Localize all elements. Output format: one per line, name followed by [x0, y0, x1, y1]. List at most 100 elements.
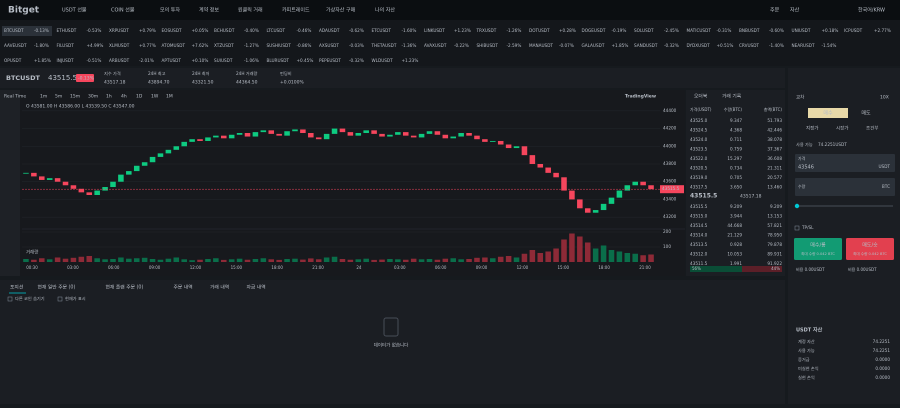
- volume-bar: [102, 259, 108, 262]
- interval[interactable]: 5m: [55, 94, 62, 100]
- ticker-symbol[interactable]: ETCUSDT: [372, 28, 392, 33]
- bottom-tab[interactable]: 주문 내역: [174, 284, 193, 291]
- ratio-buy: [690, 266, 742, 272]
- order-type[interactable]: 조건부: [866, 125, 878, 132]
- buy-tab[interactable]: [808, 108, 848, 118]
- ticker-symbol[interactable]: INJUSDT: [57, 58, 75, 63]
- ticker-symbol[interactable]: XRPUSDT: [109, 28, 129, 33]
- bottom-tab[interactable]: 자금 내역: [247, 284, 266, 291]
- ticker-symbol[interactable]: LINKUSDT: [424, 28, 445, 33]
- ticker-symbol[interactable]: BCHUSDT: [214, 28, 235, 33]
- ticker-symbol[interactable]: AVAXUSDT: [424, 43, 447, 48]
- nav-item[interactable]: 원클릭 거래: [238, 7, 263, 14]
- ticker-symbol[interactable]: BNBUSDT: [739, 28, 760, 33]
- ticker-symbol[interactable]: DYDXUSDT: [687, 43, 711, 48]
- ticker-change: -0.86%: [297, 43, 312, 48]
- nav-right[interactable]: 한국어/KRW: [858, 7, 885, 14]
- order-type[interactable]: 지정가: [806, 125, 818, 132]
- interval[interactable]: 1D: [136, 94, 143, 100]
- ticker-symbol[interactable]: TRXUSDT: [476, 28, 497, 33]
- bottom-tab[interactable]: 현재 일반 주문 (0): [38, 284, 76, 291]
- ticker-symbol[interactable]: SHIBUSDT: [477, 43, 499, 48]
- ticker-symbol[interactable]: BLURUSDT: [267, 58, 290, 63]
- qty-input[interactable]: [795, 178, 895, 196]
- volume-bar: [300, 259, 306, 262]
- tpsl-check[interactable]: [794, 225, 800, 231]
- ticker-symbol[interactable]: ARBUSDT: [109, 58, 130, 63]
- leverage[interactable]: 10X: [880, 95, 889, 101]
- sell-tab-label[interactable]: 매도: [861, 110, 871, 117]
- buy-tab-label[interactable]: 매수: [823, 110, 833, 117]
- nav-right[interactable]: 자산: [790, 7, 800, 14]
- ticker-symbol[interactable]: NEARUSDT: [792, 43, 815, 48]
- ticker-symbol[interactable]: MANAUSDT: [529, 43, 553, 48]
- ticker-symbol[interactable]: OPUSDT: [4, 58, 22, 63]
- ticker-symbol[interactable]: AAVEUSDT: [4, 43, 27, 48]
- price-input[interactable]: [795, 154, 895, 172]
- ticker-symbol[interactable]: WLDUSDT: [372, 58, 394, 63]
- ticker-symbol[interactable]: XTZUSDT: [214, 43, 234, 48]
- ticker-symbol[interactable]: FILUSDT: [57, 43, 75, 48]
- sell-button[interactable]: [846, 238, 894, 260]
- bottom-tab[interactable]: 거래 내역: [210, 284, 229, 291]
- interval[interactable]: 30m: [88, 94, 98, 100]
- order-type[interactable]: 시장가: [836, 125, 848, 132]
- ticker-symbol[interactable]: SUSHIUSDT: [267, 43, 292, 48]
- interval[interactable]: 1W: [151, 94, 159, 100]
- orderbook-tab[interactable]: 거래 기록: [722, 93, 742, 100]
- interval[interactable]: Real Time: [4, 94, 26, 100]
- ticker-symbol[interactable]: LTCUSDT: [267, 28, 286, 33]
- buy-button-label[interactable]: 매수/롱: [810, 242, 826, 249]
- ticker-symbol[interactable]: BTCUSDT: [4, 28, 24, 33]
- interval[interactable]: 1h: [106, 94, 112, 100]
- sell-button-label[interactable]: 매도/숏: [862, 242, 878, 249]
- logo[interactable]: Bitget: [8, 6, 40, 16]
- ticker-symbol[interactable]: APTUSDT: [162, 58, 182, 63]
- ticker-symbol[interactable]: SANDUSDT: [634, 43, 658, 48]
- nav-right[interactable]: 주문: [770, 8, 780, 14]
- nav-item[interactable]: 카피트레이드: [282, 7, 310, 14]
- interval[interactable]: 4h: [121, 94, 127, 100]
- margin-mode[interactable]: 교차: [796, 94, 805, 101]
- ticker-symbol[interactable]: MATICUSDT: [687, 28, 712, 33]
- bottom-tab[interactable]: 현재 플랜 주문 (0): [106, 284, 144, 291]
- ticker-symbol[interactable]: THETAUSDT: [371, 43, 397, 48]
- ticker-symbol[interactable]: XLMUSDT: [109, 43, 130, 48]
- interval[interactable]: 15m: [70, 94, 80, 100]
- ticker-symbol[interactable]: ETHUSDT: [57, 28, 77, 33]
- ticker-symbol[interactable]: ATOMUSDT: [162, 43, 186, 48]
- ticker-symbol[interactable]: PEPEUSDT: [319, 58, 341, 63]
- nav-item[interactable]: 계약 정보: [199, 7, 219, 14]
- nav-item[interactable]: 나의 자산: [375, 7, 395, 14]
- interval[interactable]: 1m: [40, 94, 47, 100]
- ticker-symbol[interactable]: DOTUSDT: [529, 28, 550, 33]
- buy-button[interactable]: [794, 238, 842, 260]
- ticker-symbol[interactable]: EOSUSDT: [162, 28, 183, 33]
- ticker-symbol[interactable]: UNIUSDT: [792, 28, 811, 33]
- slider-knob[interactable]: [794, 203, 800, 209]
- interval[interactable]: 1M: [166, 94, 173, 100]
- nav-item[interactable]: 가상자산 구매: [326, 7, 356, 14]
- view-button[interactable]: TradingView: [625, 94, 656, 100]
- bottom-tab[interactable]: 포지션: [10, 284, 23, 291]
- ticker-symbol[interactable]: GALAUSDT: [582, 43, 605, 48]
- ticker-symbol[interactable]: DOGEUSDT: [582, 28, 606, 33]
- filter-check[interactable]: [57, 296, 63, 302]
- filter-check[interactable]: [7, 296, 13, 302]
- ticker-symbol[interactable]: ICPUSDT: [844, 28, 863, 33]
- volume-bar: [118, 257, 124, 262]
- ticker-symbol[interactable]: CRVUSDT: [739, 43, 759, 48]
- volume-bar: [110, 259, 116, 262]
- volume-bar: [78, 256, 85, 262]
- candle: [228, 134, 235, 139]
- nav-item[interactable]: USDT 선물: [62, 7, 87, 14]
- symbol-name[interactable]: BTCUSDT: [6, 74, 41, 82]
- ticker-symbol[interactable]: AXSUSDT: [319, 43, 339, 48]
- orderbook-tab[interactable]: 오더북: [694, 93, 708, 100]
- ticker-symbol[interactable]: ADAUSDT: [319, 28, 340, 33]
- nav-item[interactable]: COIN 선물: [111, 7, 135, 14]
- nav-item[interactable]: 모의 투자: [160, 7, 180, 14]
- ticker-symbol[interactable]: SUIUSDT: [214, 58, 233, 63]
- ticker-symbol[interactable]: SOLUSDT: [634, 28, 654, 33]
- asks-cell: 51.793: [767, 118, 782, 123]
